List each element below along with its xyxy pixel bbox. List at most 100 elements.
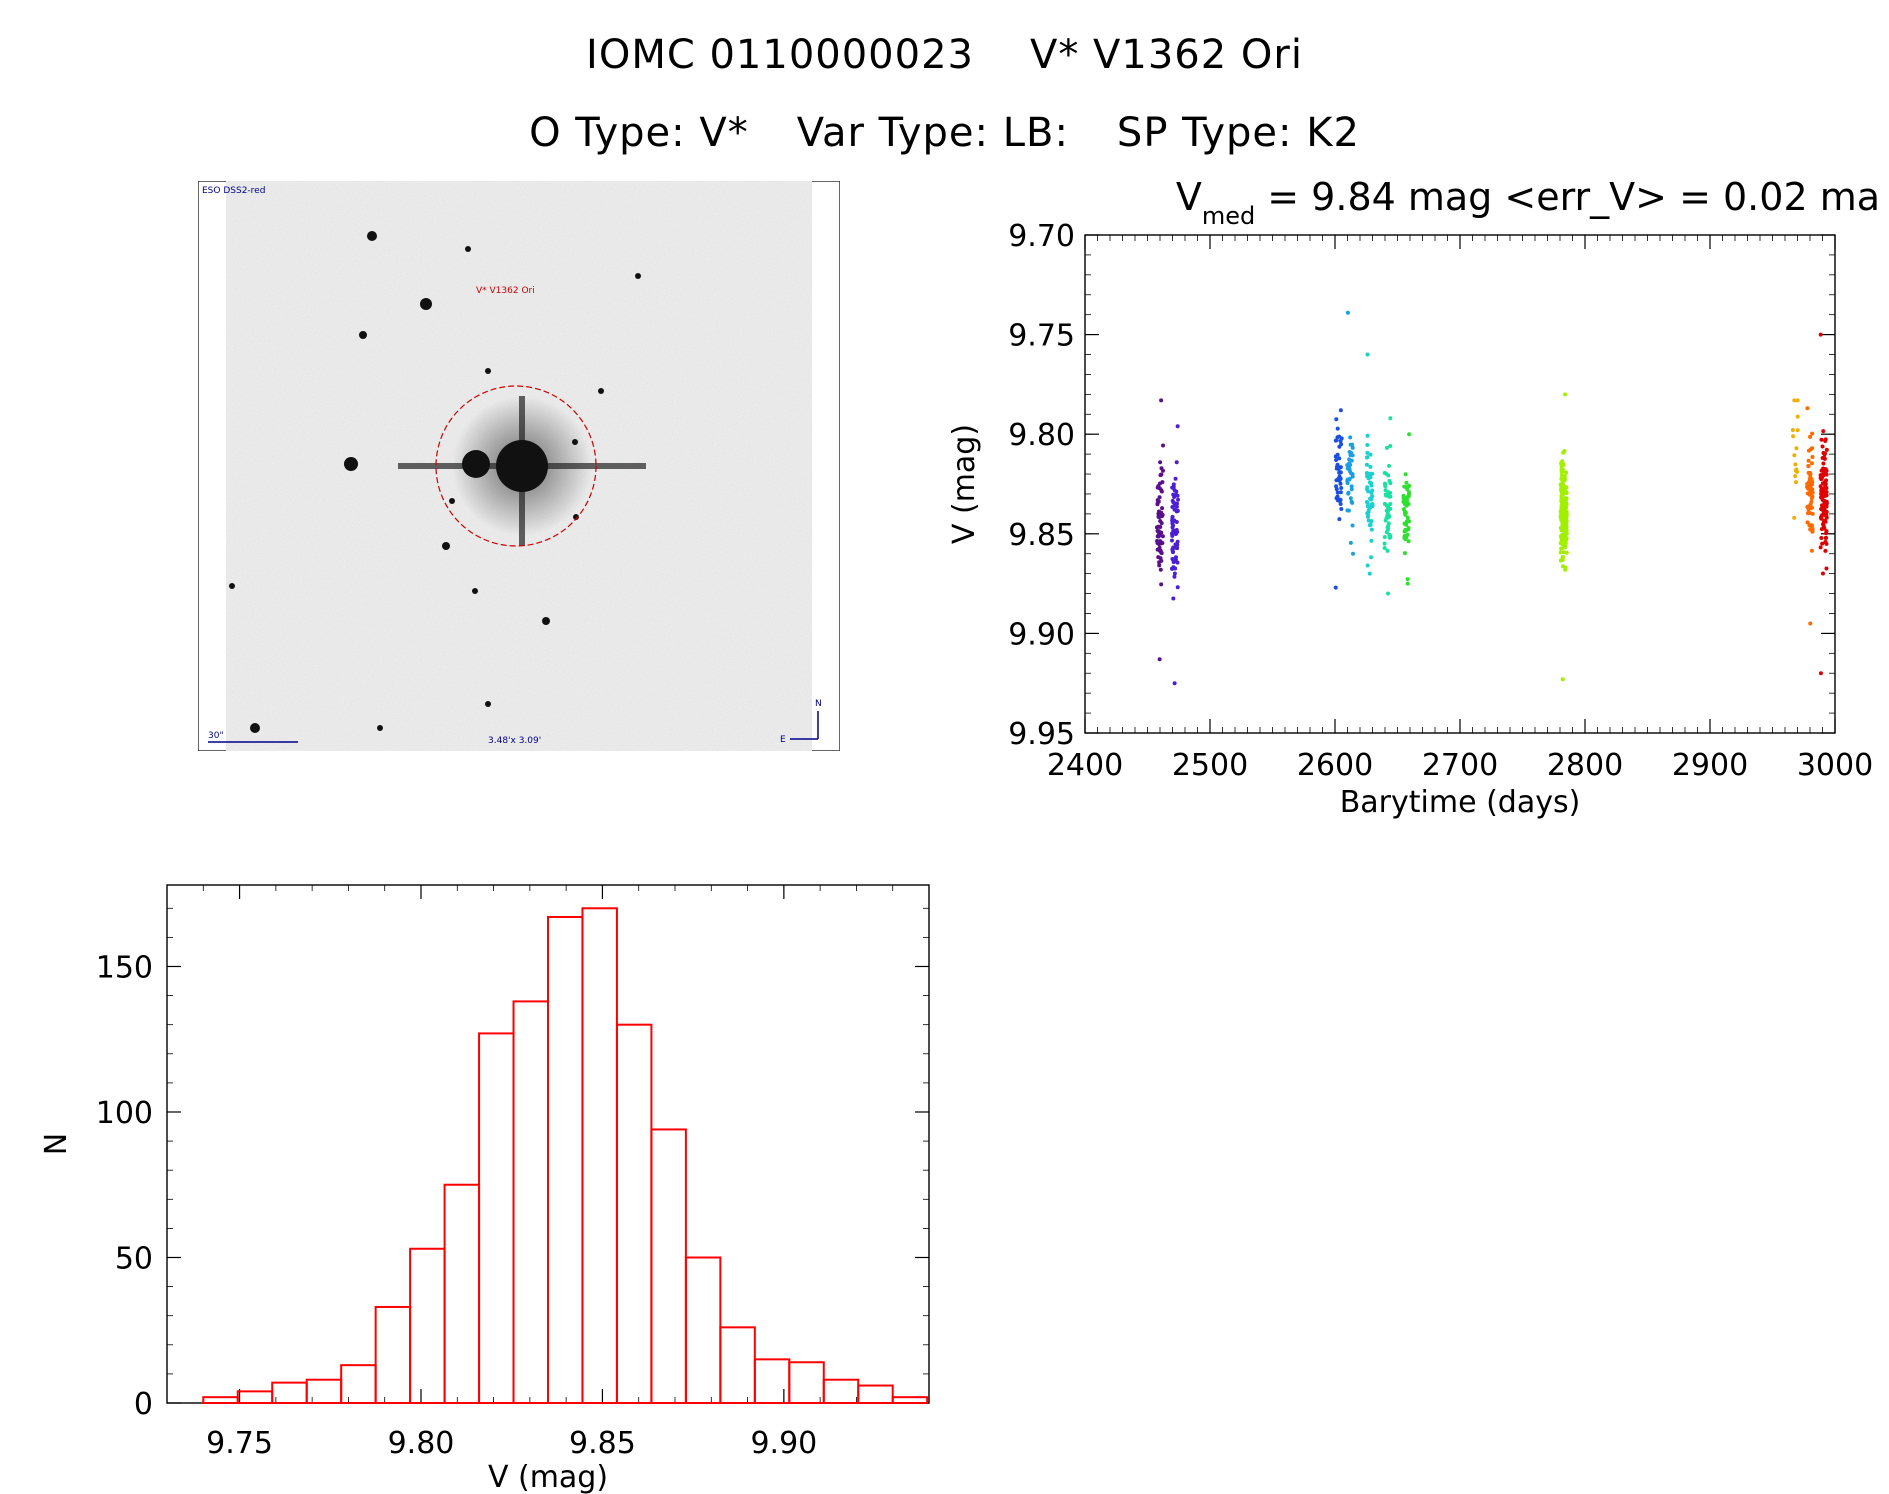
field-star [344,457,358,471]
data-point [1809,461,1814,466]
y-tick-label: 0 [134,1387,153,1422]
data-point [1338,408,1343,413]
histogram-bar [478,1032,515,1404]
data-point [1407,519,1412,524]
data-point [1807,523,1812,528]
x-tick-label: 2900 [1672,748,1748,783]
data-point [1173,557,1178,562]
data-point [1350,453,1355,458]
data-point [1822,513,1827,518]
data-point [1365,442,1370,447]
data-point [1388,502,1393,507]
scale-bar-label: 30" [208,731,224,741]
figure-title-line2: O Type: V* Var Type: LB: SP Type: K2 [0,110,1889,156]
data-point [1824,510,1829,515]
data-point [1159,514,1164,519]
data-point [1158,567,1163,572]
data-point [1822,518,1827,523]
data-point [1368,497,1373,502]
data-point [1159,398,1164,403]
data-point [1560,499,1565,504]
field-star [485,368,491,374]
field-star [442,542,450,550]
data-point [1382,534,1387,539]
data-point [1338,490,1343,495]
data-point [1348,435,1353,440]
data-point [1370,504,1375,509]
data-point [1559,506,1564,511]
data-point [1337,498,1342,503]
light-curve-axes-frame [1084,234,1836,734]
data-point [1158,473,1163,478]
data-point [1346,491,1351,496]
data-point [1369,555,1374,560]
data-point [1159,488,1164,493]
data-point [1348,540,1353,545]
data-point [1795,414,1800,419]
data-point [1406,493,1411,498]
data-point [1810,529,1815,534]
data-point [1809,505,1814,510]
light-curve-title: Vmed = 9.84 mag <err_V> = 0.02 mag [1176,175,1880,230]
data-point [1823,540,1828,545]
data-point [1561,519,1566,524]
data-point [1806,470,1811,475]
histogram-bar [374,1305,412,1404]
x-tick-label: 2700 [1422,748,1498,783]
light-curve-ylabel: V (mag) [947,424,982,544]
data-point [1159,551,1164,556]
data-point [1793,462,1798,467]
data-point [1820,571,1825,576]
field-star [367,231,377,241]
data-point [1369,483,1374,488]
data-point [1558,487,1563,492]
data-point [1169,538,1174,543]
data-point [1171,550,1176,555]
data-point [1170,556,1175,561]
data-point [1370,471,1375,476]
data-point [1558,550,1563,555]
data-point [1384,508,1389,513]
data-point [1175,585,1180,590]
y-tick-label: 9.90 [1008,617,1075,652]
data-point [1810,494,1815,499]
data-point [1810,526,1815,531]
data-point [1385,548,1390,553]
data-point [1368,452,1373,457]
data-point [1824,447,1829,452]
data-point [1384,530,1389,535]
data-point [1170,505,1175,510]
y-tick-label: 9.85 [1008,518,1075,553]
data-point [1348,496,1353,501]
y-tick-label: 150 [96,950,153,985]
data-point [1338,501,1343,506]
data-point [1824,489,1829,494]
data-point [1384,503,1389,508]
data-point [1155,485,1160,490]
data-point [1824,504,1829,509]
data-point [1559,533,1564,538]
data-point [1333,585,1338,590]
data-point [1347,461,1352,466]
data-point [1405,581,1410,586]
data-point [1383,482,1388,487]
data-point [1821,429,1826,434]
title-rest: = 9.84 mag <err_V> = 0.02 mag [1267,175,1880,219]
data-point [1339,485,1344,490]
data-point [1350,442,1355,447]
data-point [1792,398,1797,403]
data-point [1160,534,1165,539]
data-point [1818,332,1823,337]
data-point [1172,494,1177,499]
x-tick-label: 9.80 [388,1426,455,1461]
data-point [1158,556,1163,561]
histogram-bar [340,1364,377,1405]
data-point [1806,464,1811,469]
data-point [1386,493,1391,498]
histogram-bar [271,1381,308,1404]
histogram-bar [857,1384,894,1404]
data-point [1383,488,1388,493]
data-point [1559,461,1564,466]
data-point [1808,511,1813,516]
data-point [1171,484,1176,489]
